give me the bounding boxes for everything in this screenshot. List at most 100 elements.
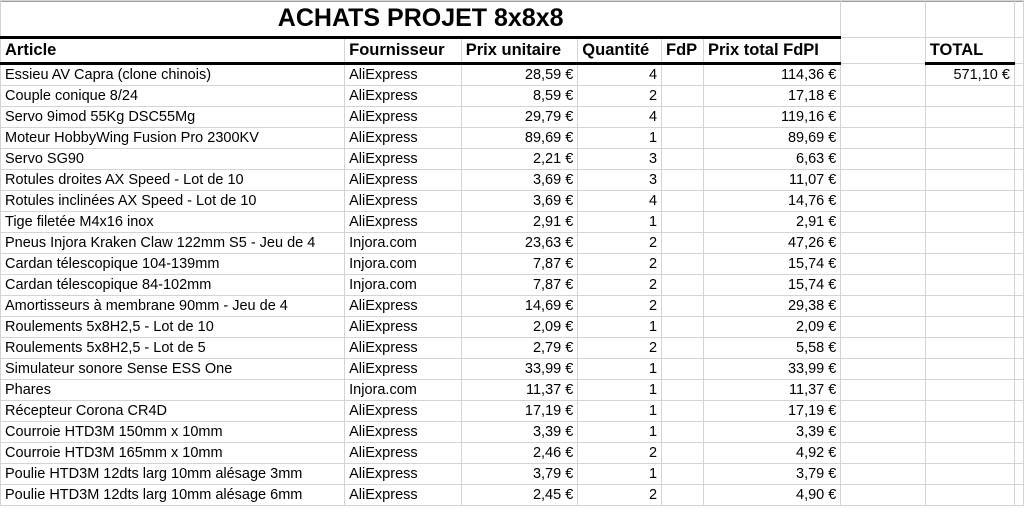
cell-prix-total[interactable]: 4,90 € bbox=[702, 484, 842, 506]
cell-prix-total[interactable]: 17,18 € bbox=[702, 85, 842, 107]
cell[interactable] bbox=[840, 169, 926, 191]
cell-article[interactable]: Servo 9imod 55Kg DSC55Mg bbox=[0, 106, 346, 128]
cell-fdp[interactable] bbox=[661, 358, 704, 380]
cell[interactable] bbox=[1013, 190, 1024, 212]
cell-fdp[interactable] bbox=[661, 127, 704, 149]
cell-quantite[interactable]: 2 bbox=[577, 295, 663, 317]
cell-prix-unitaire[interactable]: 2,21 € bbox=[460, 148, 579, 170]
cell[interactable] bbox=[924, 421, 1015, 443]
cell[interactable] bbox=[840, 274, 926, 296]
cell-prix-total[interactable]: 17,19 € bbox=[702, 400, 842, 422]
cell-prix-unitaire[interactable]: 29,79 € bbox=[460, 106, 579, 128]
cell[interactable] bbox=[924, 211, 1015, 233]
cell-prix-unitaire[interactable]: 28,59 € bbox=[460, 63, 579, 86]
cell-fdp[interactable] bbox=[661, 379, 704, 401]
cell-quantite[interactable]: 3 bbox=[577, 169, 663, 191]
cell-prix-total[interactable]: 11,37 € bbox=[702, 379, 842, 401]
cell-quantite[interactable]: 1 bbox=[577, 463, 663, 485]
cell-fdp[interactable] bbox=[661, 484, 704, 506]
cell[interactable] bbox=[840, 484, 926, 506]
cell[interactable] bbox=[1013, 442, 1024, 464]
cell-fournisseur[interactable]: AliExpress bbox=[344, 127, 462, 149]
cell-prix-unitaire[interactable]: 2,91 € bbox=[460, 211, 579, 233]
cell-prix-total[interactable]: 2,09 € bbox=[702, 316, 842, 338]
cell-article[interactable]: Rotules inclinées AX Speed - Lot de 10 bbox=[0, 190, 346, 212]
cell-prix-total[interactable]: 15,74 € bbox=[702, 274, 842, 296]
cell-article[interactable]: Roulements 5x8H2,5 - Lot de 5 bbox=[0, 337, 346, 359]
cell-fournisseur[interactable]: AliExpress bbox=[344, 106, 462, 128]
cell[interactable] bbox=[1013, 127, 1024, 149]
cell[interactable] bbox=[1013, 316, 1024, 338]
cell-fdp[interactable] bbox=[661, 211, 704, 233]
cell-fournisseur[interactable]: AliExpress bbox=[344, 484, 462, 506]
cell-prix-total[interactable]: 119,16 € bbox=[702, 106, 842, 128]
cell[interactable] bbox=[924, 190, 1015, 212]
cell[interactable] bbox=[840, 106, 926, 128]
cell-fournisseur[interactable]: Injora.com bbox=[344, 232, 462, 254]
cell-fdp[interactable] bbox=[661, 106, 704, 128]
cell-prix-unitaire[interactable]: 3,69 € bbox=[460, 190, 579, 212]
cell[interactable] bbox=[1013, 85, 1024, 107]
header-prix-unitaire[interactable]: Prix unitaire bbox=[460, 37, 579, 65]
total-value[interactable]: 571,10 € bbox=[924, 63, 1015, 86]
cell[interactable] bbox=[1013, 148, 1024, 170]
cell-prix-total[interactable]: 4,92 € bbox=[702, 442, 842, 464]
cell-article[interactable]: Poulie HTD3M 12dts larg 10mm alésage 6mm bbox=[0, 484, 346, 506]
cell[interactable] bbox=[840, 316, 926, 338]
cell-quantite[interactable]: 2 bbox=[577, 232, 663, 254]
cell[interactable] bbox=[1013, 169, 1024, 191]
cell-prix-unitaire[interactable]: 3,69 € bbox=[460, 169, 579, 191]
cell-prix-total[interactable]: 11,07 € bbox=[702, 169, 842, 191]
cell-article[interactable]: Courroie HTD3M 150mm x 10mm bbox=[0, 421, 346, 443]
cell-prix-total[interactable]: 5,58 € bbox=[702, 337, 842, 359]
cell[interactable] bbox=[1013, 463, 1024, 485]
cell-quantite[interactable]: 2 bbox=[577, 85, 663, 107]
cell[interactable] bbox=[1013, 295, 1024, 317]
cell-prix-unitaire[interactable]: 89,69 € bbox=[460, 127, 579, 149]
cell-fdp[interactable] bbox=[661, 421, 704, 443]
cell-prix-total[interactable]: 2,91 € bbox=[702, 211, 842, 233]
cell-article[interactable]: Servo SG90 bbox=[0, 148, 346, 170]
cell-fdp[interactable] bbox=[661, 232, 704, 254]
cell[interactable] bbox=[840, 148, 926, 170]
cell[interactable] bbox=[840, 63, 926, 86]
cell[interactable] bbox=[840, 463, 926, 485]
cell-prix-unitaire[interactable]: 3,39 € bbox=[460, 421, 579, 443]
cell-fdp[interactable] bbox=[661, 253, 704, 275]
cell[interactable] bbox=[840, 211, 926, 233]
cell-fournisseur[interactable]: AliExpress bbox=[344, 295, 462, 317]
cell[interactable] bbox=[1013, 274, 1024, 296]
cell-quantite[interactable]: 2 bbox=[577, 274, 663, 296]
cell-quantite[interactable]: 1 bbox=[577, 400, 663, 422]
cell-prix-total[interactable]: 89,69 € bbox=[702, 127, 842, 149]
cell-quantite[interactable]: 2 bbox=[577, 442, 663, 464]
header-total[interactable]: TOTAL bbox=[924, 37, 1015, 65]
cell[interactable] bbox=[840, 337, 926, 359]
cell-quantite[interactable]: 2 bbox=[577, 337, 663, 359]
cell[interactable] bbox=[840, 400, 926, 422]
cell-fournisseur[interactable]: Injora.com bbox=[344, 379, 462, 401]
cell-prix-total[interactable]: 114,36 € bbox=[702, 63, 842, 86]
cell-article[interactable]: Moteur HobbyWing Fusion Pro 2300KV bbox=[0, 127, 346, 149]
cell-fdp[interactable] bbox=[661, 190, 704, 212]
cell-fdp[interactable] bbox=[661, 295, 704, 317]
cell-quantite[interactable]: 1 bbox=[577, 421, 663, 443]
cell[interactable] bbox=[1013, 337, 1024, 359]
cell[interactable] bbox=[924, 442, 1015, 464]
cell-prix-unitaire[interactable]: 23,63 € bbox=[460, 232, 579, 254]
cell[interactable] bbox=[1013, 232, 1024, 254]
cell-fournisseur[interactable]: AliExpress bbox=[344, 337, 462, 359]
cell-fournisseur[interactable]: AliExpress bbox=[344, 190, 462, 212]
cell[interactable] bbox=[1013, 421, 1024, 443]
cell[interactable] bbox=[924, 484, 1015, 506]
cell[interactable] bbox=[924, 85, 1015, 107]
cell[interactable] bbox=[924, 232, 1015, 254]
cell[interactable] bbox=[840, 190, 926, 212]
cell-quantite[interactable]: 4 bbox=[577, 63, 663, 86]
cell-prix-total[interactable]: 3,39 € bbox=[702, 421, 842, 443]
cell-fournisseur[interactable]: AliExpress bbox=[344, 463, 462, 485]
cell[interactable] bbox=[924, 253, 1015, 275]
cell[interactable] bbox=[924, 169, 1015, 191]
cell-fdp[interactable] bbox=[661, 316, 704, 338]
sheet-title[interactable]: ACHATS PROJET 8x8x8 bbox=[0, 0, 841, 39]
